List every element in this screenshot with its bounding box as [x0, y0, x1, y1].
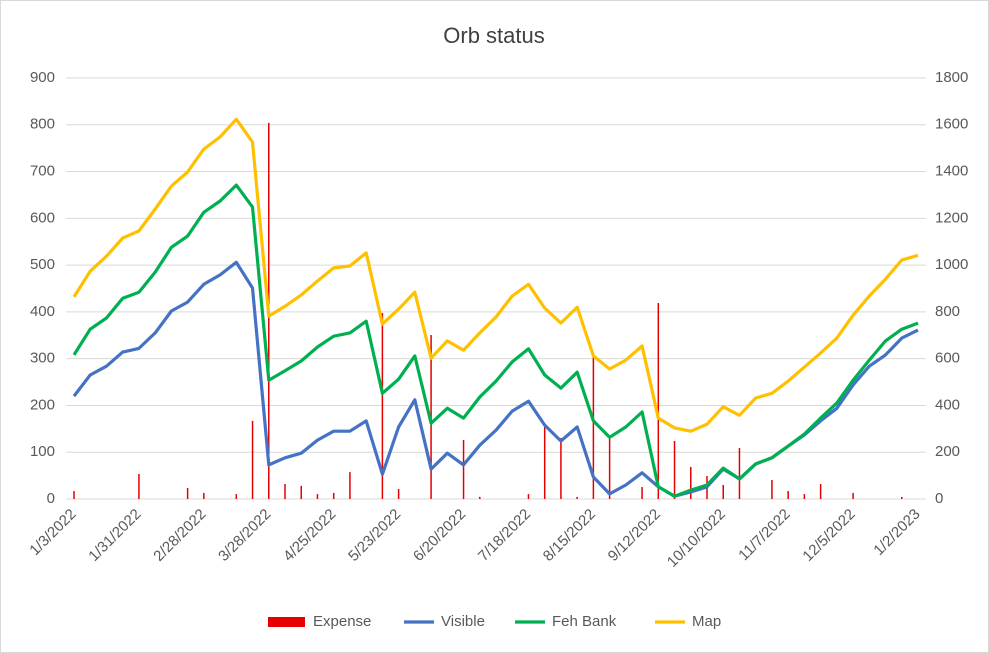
- bar: [349, 472, 351, 499]
- bar: [332, 492, 335, 499]
- y-tick-label: 200: [30, 396, 55, 413]
- line: [72, 183, 919, 498]
- bar: [608, 437, 611, 499]
- bar: [901, 496, 903, 499]
- bar: [738, 448, 741, 499]
- y2-tick-label: 1800: [935, 69, 968, 86]
- bar: [819, 484, 822, 499]
- bar: [722, 484, 724, 499]
- bar: [186, 488, 189, 499]
- chart-title: Orb status: [443, 23, 544, 48]
- bar: [73, 491, 75, 499]
- bar: [673, 440, 676, 499]
- y-tick-label: 500: [30, 256, 55, 273]
- bar: [316, 494, 319, 499]
- bar: [479, 496, 481, 499]
- y2-tick-label: 400: [935, 396, 960, 413]
- y2-tick-label: 0: [935, 490, 943, 507]
- legend-label: Map: [692, 613, 721, 630]
- y-tick-label: 600: [30, 209, 55, 226]
- bar: [251, 420, 254, 499]
- bar: [560, 437, 562, 499]
- y2-tick-label: 200: [935, 443, 960, 460]
- bar: [138, 473, 140, 499]
- y2-tick-label: 1600: [935, 116, 968, 133]
- legend-label: Feh Bank: [552, 613, 617, 630]
- bar: [381, 313, 384, 499]
- bar: [852, 492, 854, 499]
- bar: [787, 491, 789, 499]
- y2-tick-label: 1000: [935, 256, 968, 273]
- y-tick-label: 700: [30, 163, 55, 180]
- bar: [657, 303, 660, 499]
- bar: [690, 466, 692, 499]
- y-tick-label: 300: [30, 350, 55, 367]
- bar: [397, 488, 400, 499]
- y2-tick-label: 800: [935, 303, 960, 320]
- bar: [592, 354, 595, 499]
- bar: [771, 480, 773, 499]
- line: [72, 117, 919, 433]
- bar: [576, 496, 578, 499]
- y-tick-label: 900: [30, 69, 55, 86]
- y2-tick-label: 600: [935, 350, 960, 367]
- bar: [641, 487, 643, 499]
- legend-label: Expense: [313, 613, 371, 630]
- y-tick-label: 800: [30, 116, 55, 133]
- bar: [543, 426, 546, 499]
- y2-tick-label: 1400: [935, 163, 968, 180]
- y-tick-label: 0: [47, 490, 55, 507]
- bar: [235, 494, 238, 499]
- bar: [803, 494, 806, 499]
- bar: [284, 484, 286, 499]
- bar: [462, 440, 465, 499]
- y2-tick-label: 1200: [935, 209, 968, 226]
- bar: [203, 492, 205, 499]
- y-tick-label: 400: [30, 303, 55, 320]
- y-tick-label: 100: [30, 443, 55, 460]
- legend-swatch: [268, 617, 305, 627]
- legend-label: Visible: [441, 613, 485, 630]
- bar: [527, 494, 530, 499]
- bar: [300, 485, 302, 499]
